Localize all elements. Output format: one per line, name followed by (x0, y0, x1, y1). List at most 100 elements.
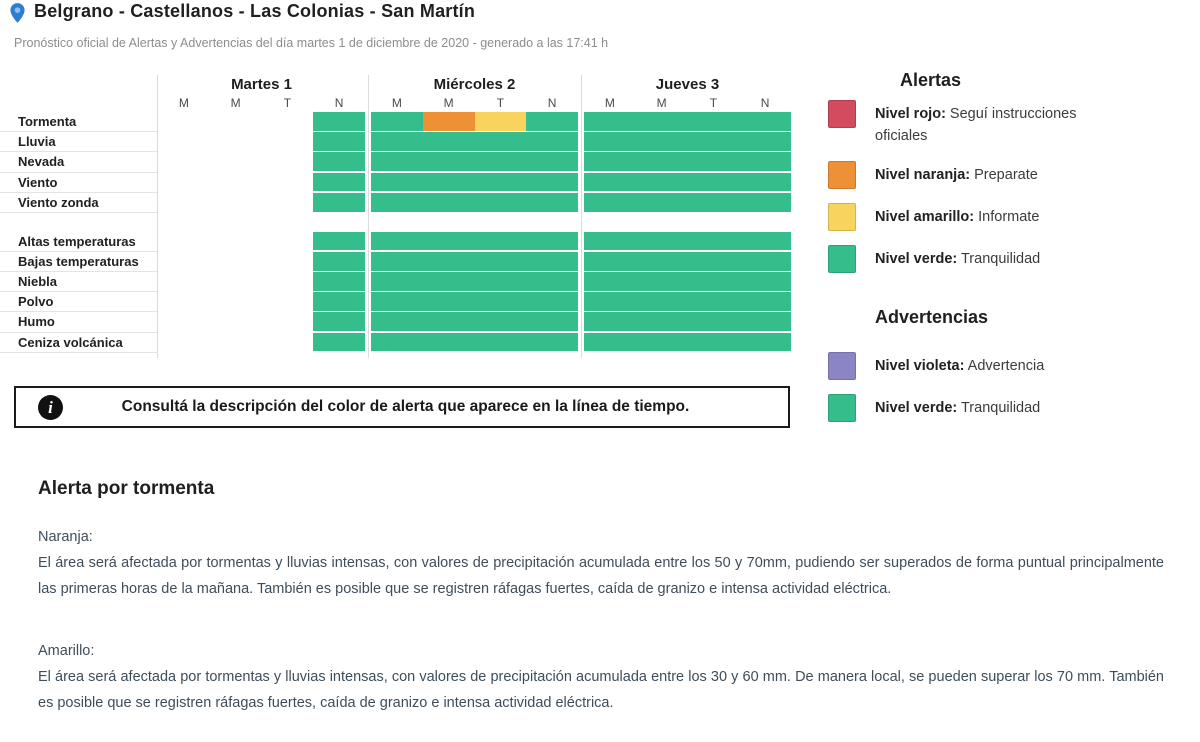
info-icon: i (38, 394, 63, 420)
legend-item-label: Nivel violeta: Advertencia (875, 358, 1045, 374)
alert-details-title: Alerta por tormenta (38, 478, 215, 499)
row-label: Viento zonda (0, 193, 157, 213)
timeline-cell[interactable] (584, 112, 791, 131)
timeline-cell[interactable] (584, 132, 791, 151)
period-header: T (709, 96, 718, 110)
timeline-cell[interactable] (313, 251, 365, 271)
legend-item: Nivel verde: Tranquilidad (828, 394, 1108, 422)
legend-color-swatch (828, 394, 856, 422)
legend-item-label: Nivel amarillo: Informate (875, 209, 1040, 225)
row-label: Tormenta (0, 112, 157, 133)
legend-color-swatch (828, 245, 856, 273)
timeline-divider (581, 75, 582, 358)
row-label: Niebla (0, 272, 157, 293)
timeline-cell[interactable] (371, 231, 578, 251)
alert-level-label: Naranja: (38, 529, 93, 545)
legend-color-swatch (828, 203, 856, 231)
timeline-cell[interactable] (371, 312, 578, 332)
legend-panel: Alertas Nivel rojo: Seguí instrucciones … (828, 70, 1108, 436)
period-header: N (334, 96, 344, 110)
page-title: Belgrano - Castellanos - Las Colonias - … (34, 1, 476, 21)
info-banner-text: Consultá la descripción del color de ale… (121, 398, 690, 415)
period-header: M (443, 96, 454, 110)
row-label: Altas temperaturas (0, 232, 157, 252)
legend-color-swatch (828, 100, 856, 128)
day-header: Martes 1 (231, 76, 292, 93)
alert-details-section: Alerta por tormenta Naranja: El área será… (38, 478, 1164, 742)
info-banner: i Consultá la descripción del color de a… (14, 386, 790, 428)
legend-item: Nivel rojo: Seguí instrucciones oficiale… (828, 100, 1108, 147)
row-label: Ceniza volcánica (0, 333, 157, 353)
period-header: M (391, 96, 402, 110)
timeline-cell[interactable] (313, 172, 365, 192)
timeline-divider (157, 75, 158, 358)
location-pin-icon (10, 3, 25, 23)
timeline-divider (368, 75, 369, 358)
legend-item: Nivel verde: Tranquilidad (828, 245, 1108, 273)
timeline-cell[interactable] (474, 112, 527, 131)
alert-level-description: El área será afectada por tormentas y ll… (38, 669, 1164, 711)
alerts-legend-items: Nivel rojo: Seguí instrucciones oficiale… (828, 100, 1108, 273)
timeline-cell[interactable] (584, 192, 791, 212)
warnings-legend-title: Advertencias (875, 307, 989, 327)
alert-level-label: Amarillo: (38, 643, 95, 659)
legend-item: Nivel amarillo: Informate (828, 203, 1108, 231)
legend-item-label: Nivel naranja: Preparate (875, 167, 1038, 183)
timeline-cell[interactable] (313, 231, 365, 251)
timeline-cell[interactable] (584, 251, 791, 271)
timeline-cell[interactable] (371, 172, 578, 192)
alert-details-body: Naranja: El área será afectada por tormen… (38, 524, 1164, 716)
row-label: Lluvia (0, 132, 157, 153)
timeline-cell[interactable] (422, 112, 475, 131)
timeline-cell[interactable] (584, 231, 791, 251)
legend-item-label: Nivel verde: Tranquilidad (875, 251, 1041, 267)
page-subtitle: Pronóstico oficial de Alertas y Adverten… (14, 36, 609, 50)
timeline-cell[interactable] (313, 112, 365, 131)
legend-item-label: Nivel rojo: Seguí instrucciones oficiale… (875, 106, 1077, 144)
period-header: N (547, 96, 557, 110)
warnings-legend-items: Nivel violeta: Advertencia Nivel verde: T… (828, 352, 1108, 422)
row-label: Bajas temperaturas (0, 252, 157, 272)
timeline-cell[interactable] (371, 192, 578, 212)
timeline-cell[interactable] (313, 132, 365, 151)
timeline-cell[interactable] (584, 172, 791, 192)
timeline-cell[interactable] (584, 152, 791, 172)
period-header: M (604, 96, 615, 110)
legend-item: Nivel violeta: Advertencia (828, 352, 1108, 380)
period-header: T (283, 96, 292, 110)
legend-color-swatch (828, 161, 856, 189)
timeline-cell[interactable] (313, 312, 365, 332)
alerts-legend-title: Alertas (900, 70, 962, 90)
timeline-cell[interactable] (371, 272, 578, 291)
timeline-cell[interactable] (371, 112, 423, 131)
timeline-cell[interactable] (371, 132, 578, 151)
day-header: Jueves 3 (655, 76, 720, 93)
day-header: Miércoles 2 (433, 76, 516, 93)
timeline-cell[interactable] (313, 272, 365, 291)
legend-item: Nivel naranja: Preparate (828, 161, 1108, 189)
timeline-cell[interactable] (313, 332, 365, 352)
period-header: M (656, 96, 667, 110)
timeline-cell[interactable] (584, 332, 791, 352)
timeline-cell[interactable] (313, 152, 365, 172)
timeline-cell[interactable] (584, 292, 791, 311)
row-label: Polvo (0, 292, 157, 313)
timeline-cell[interactable] (526, 112, 578, 131)
period-header: T (496, 96, 505, 110)
timeline-cell[interactable] (371, 332, 578, 352)
legend-item-label: Nivel verde: Tranquilidad (875, 400, 1041, 416)
timeline-cell[interactable] (371, 152, 578, 172)
row-label: Humo (0, 312, 157, 333)
timeline-cell[interactable] (584, 312, 791, 332)
timeline-cell[interactable] (371, 251, 578, 271)
timeline-cell[interactable] (371, 292, 578, 311)
period-header: M (178, 96, 189, 110)
period-header: N (760, 96, 770, 110)
timeline-cell[interactable] (584, 272, 791, 291)
timeline-cell[interactable] (313, 192, 365, 212)
legend-color-swatch (828, 352, 856, 380)
alert-level-description: El área será afectada por tormentas y ll… (38, 555, 1164, 597)
timeline-cell[interactable] (313, 292, 365, 311)
row-label: Nevada (0, 152, 157, 173)
